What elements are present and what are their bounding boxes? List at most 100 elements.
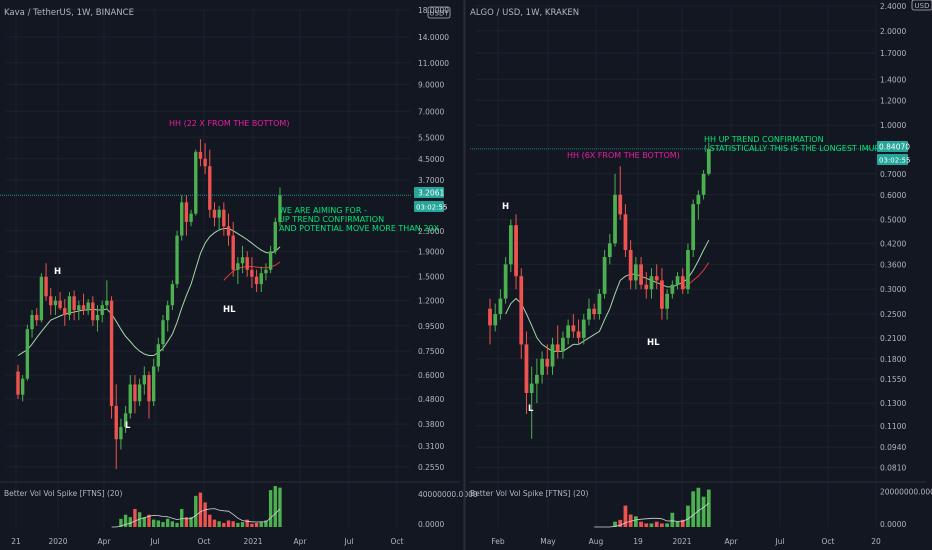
kava-volume-bar — [156, 520, 161, 527]
kava-candle — [198, 139, 203, 167]
kava-price-axis[interactable]: 18.0000 14.0000 11.0000 9.0000 7.0000 5.5000 4… — [418, 6, 449, 472]
algo-volume-bar — [670, 512, 675, 527]
algo-volume-bar — [696, 487, 701, 527]
algo-price-tick-label: 0.1550 — [880, 375, 906, 384]
kava-ma-green-line — [17, 228, 281, 356]
kava-candle-body — [240, 257, 245, 264]
kava-volume-bar — [123, 514, 128, 527]
algo-chart-pane[interactable]: 2.4000 2.0000 1.7000 1.4000 1.2000 1.0000 0.70… — [470, 0, 932, 546]
kava-candle-body — [53, 300, 58, 306]
kava-price-tick-label: 1.2000 — [418, 297, 444, 306]
kava-candle-body — [198, 151, 203, 159]
algo-candle — [597, 289, 602, 320]
kava-candle-body — [67, 296, 72, 316]
kava-time-axis[interactable]: 21 2020 Apr Jul Oct 2021 Apr Jul Oct — [11, 537, 403, 546]
algo-candle-body — [529, 383, 534, 393]
algo-volume-bar — [706, 489, 711, 527]
algo-price-tick-label: 0.2100 — [880, 334, 906, 343]
kava-candle — [44, 263, 48, 301]
kava-candle-body — [231, 235, 235, 270]
kava-candle-body — [250, 269, 254, 277]
algo-price-axis[interactable]: 2.4000 2.0000 1.7000 1.4000 1.2000 1.0000 0.70… — [880, 2, 906, 473]
kava-candle-body — [212, 209, 217, 218]
kava-candle-body — [217, 209, 221, 218]
kava-volume-bar — [147, 514, 151, 527]
kava-chart-pane[interactable]: 18.0000 14.0000 11.0000 9.0000 7.0000 5.5000 4… — [0, 6, 478, 546]
algo-volume-bar — [686, 505, 690, 527]
kava-candle — [105, 280, 109, 311]
kava-candle-body — [44, 276, 48, 297]
kava-symbol-title[interactable]: Kava / TetherUS, 1W, BINANCE — [4, 8, 134, 18]
algo-candle — [498, 289, 503, 320]
algo-candle-body — [587, 308, 591, 320]
algo-volume-bar — [660, 523, 664, 527]
kava-candle-body — [16, 371, 20, 395]
kava-volume-bar — [133, 508, 137, 527]
kava-candle-body — [49, 296, 53, 306]
kava-candle-body — [63, 308, 67, 316]
kava-candle-body — [194, 151, 198, 214]
algo-candle — [639, 257, 643, 290]
kava-volume-bar — [217, 521, 221, 527]
algo-time-axis[interactable]: Feb May Aug 19 2021 Apr Jul Oct 20 — [491, 537, 881, 546]
kava-time-tick-label: 2021 — [243, 537, 262, 546]
kava-l-label: L — [125, 421, 131, 431]
kava-candle — [147, 371, 151, 419]
algo-candle — [675, 272, 680, 290]
kava-candle-body — [25, 329, 30, 379]
algo-candle — [535, 358, 539, 404]
algo-symbol-title[interactable]: ALGO / USD, 1W, KRAKEN — [470, 8, 579, 18]
kava-volume-bar — [170, 521, 175, 527]
algo-volume-bar — [633, 516, 638, 527]
kava-candle — [156, 337, 161, 372]
kava-candle-body — [95, 315, 100, 321]
kava-candle-body — [77, 305, 81, 311]
kava-volume-bar — [137, 512, 142, 527]
algo-candle — [503, 257, 508, 304]
algo-volume-bar — [701, 496, 706, 527]
kava-price-tick-label: 0.9500 — [418, 322, 444, 331]
algo-candle — [493, 303, 498, 332]
kava-candle — [39, 273, 44, 323]
kava-candle-body — [226, 226, 231, 236]
kava-candle-body — [268, 251, 273, 270]
algo-currency-badge-frame — [911, 0, 932, 11]
kava-candle — [53, 296, 58, 316]
algo-candle-body — [639, 264, 643, 285]
algo-l-label: L — [528, 404, 534, 414]
algo-candle-body — [571, 325, 576, 332]
kava-candles — [16, 139, 282, 470]
kava-candle-body — [278, 195, 282, 222]
kava-candle-body — [81, 305, 86, 311]
algo-last-price-tag-box — [877, 141, 908, 152]
kava-volume-bar — [151, 519, 156, 527]
kava-volume-bar — [166, 518, 170, 527]
kava-candle-body — [123, 413, 128, 427]
kava-currency-badge-label: USDT — [429, 10, 449, 18]
algo-candle-body — [680, 276, 685, 290]
kava-candle-body — [236, 263, 240, 270]
kava-volume-indicator-title[interactable]: Better Vol Vol Spike [FTNS] (20) — [4, 489, 122, 498]
algo-candle — [529, 366, 534, 439]
algo-candle — [519, 268, 524, 359]
kava-volume-bar — [254, 522, 259, 527]
kava-candle-body — [273, 221, 277, 252]
algo-currency-badge[interactable]: USD — [911, 0, 932, 11]
algo-candle-body — [633, 264, 638, 281]
algo-candle-body — [488, 308, 492, 326]
kava-candle-body — [39, 276, 44, 321]
algo-volume-bar — [665, 523, 669, 527]
kava-candle — [184, 195, 189, 236]
kava-currency-badge[interactable]: USDT — [427, 6, 451, 19]
algo-candle-body — [686, 250, 690, 290]
algo-hh-annotation-line1: HH UP TREND CONFIRMATION — [704, 135, 824, 144]
algo-volume-indicator-title[interactable]: Better Vol Vol Spike [FTNS] (20) — [470, 489, 588, 498]
algo-candle — [607, 233, 612, 265]
kava-volume-bar — [245, 519, 249, 527]
algo-candle-body — [644, 284, 649, 290]
algo-hl-label: HL — [647, 338, 660, 348]
algo-time-tick-label: Aug — [589, 537, 604, 546]
kava-aim-annotation-line1: WE ARE AIMING FOR - — [279, 206, 367, 215]
kava-time-tick-label: 21 — [11, 537, 21, 546]
algo-candle-body — [566, 325, 571, 338]
